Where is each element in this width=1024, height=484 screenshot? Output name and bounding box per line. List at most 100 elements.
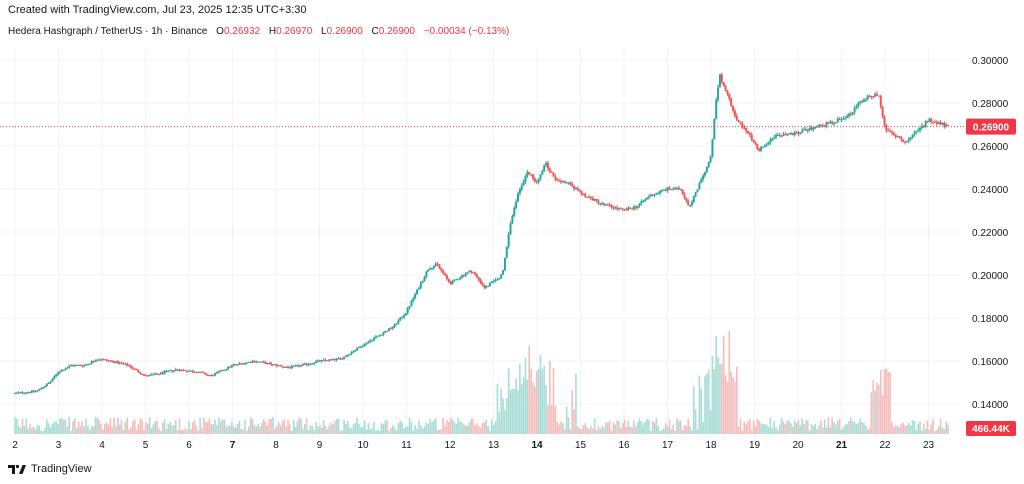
candle-body (167, 370, 170, 372)
volume-bar (586, 427, 588, 434)
volume-bar (81, 421, 84, 434)
candle-body (911, 134, 914, 138)
volume-bar (459, 421, 461, 434)
candle-body (692, 196, 695, 202)
candle-body (646, 197, 649, 200)
volume-bar (526, 379, 529, 434)
volume-bar (818, 425, 820, 434)
volume-bar (835, 424, 837, 434)
volume-bar (863, 422, 865, 434)
volume-bar (891, 422, 893, 434)
volume-bar (287, 419, 289, 434)
candle-body (223, 369, 226, 371)
candle-body (492, 280, 495, 282)
volume-bar (75, 428, 78, 434)
candle-body (896, 136, 899, 138)
volume-bar (926, 420, 929, 434)
volume-bar (801, 418, 804, 434)
candle-body (535, 181, 538, 183)
candle-body (472, 272, 475, 274)
volume-bar (64, 419, 67, 434)
candle-body (625, 209, 628, 211)
volume-bar (924, 428, 927, 434)
candle-body (775, 135, 778, 138)
volume-bar (201, 427, 203, 434)
candle-body (503, 257, 506, 271)
volume-bar (672, 424, 675, 434)
candle-body (103, 359, 106, 361)
volume-bar (883, 369, 886, 434)
candle-body (898, 136, 901, 138)
candle-body (507, 233, 510, 247)
x-tick-label: 2 (12, 440, 18, 451)
volume-bar (375, 430, 377, 434)
candle-body (225, 369, 228, 371)
volume-bar (38, 425, 41, 434)
x-tick-label: 11 (401, 440, 412, 451)
volume-bar (470, 419, 473, 434)
candle-body (631, 208, 634, 210)
candle-body (81, 365, 84, 367)
volume-bar (305, 418, 308, 434)
candle-body (814, 126, 817, 128)
candle-body (290, 366, 293, 368)
candle-body (928, 118, 931, 123)
candle-body (382, 332, 385, 335)
candle-body (900, 137, 903, 140)
volume-bar (32, 426, 35, 434)
volume-bar (565, 406, 568, 434)
volume-bar (692, 386, 695, 434)
volume-bar (750, 430, 753, 434)
candle-body (457, 279, 460, 281)
volume-bar (446, 419, 448, 434)
candle-body (320, 360, 323, 362)
candle-body (221, 370, 224, 372)
y-tick-label: 0.14000 (972, 400, 1009, 411)
volume-bar (333, 420, 336, 434)
candle-body (750, 134, 753, 140)
candle-body (208, 375, 211, 377)
candle-body (479, 279, 482, 284)
volume-bar (45, 419, 48, 434)
candle-body (662, 189, 665, 191)
candle-body (128, 365, 131, 367)
volume-bar (47, 423, 50, 434)
volume-bar (644, 421, 646, 434)
volume-bar (577, 426, 579, 434)
candle-body (378, 334, 381, 336)
candle-body (292, 365, 295, 367)
volume-bar (861, 422, 863, 434)
brand-name[interactable]: TradingView (31, 463, 92, 475)
volume-bar (904, 425, 906, 434)
candle-body (215, 372, 218, 374)
volume-bar (66, 426, 69, 434)
candle-body (68, 366, 71, 368)
volume-bar (449, 417, 452, 434)
volume-bar (109, 417, 112, 434)
candle-body (879, 95, 882, 107)
candle-body (326, 360, 329, 362)
volume-bar (304, 424, 306, 434)
volume-bar (345, 423, 347, 434)
candle-body (933, 121, 936, 123)
volume-bar (666, 426, 669, 434)
candle-body (376, 335, 379, 337)
volume-bar (253, 424, 256, 434)
candle-body (144, 375, 147, 377)
candle-body (219, 370, 222, 372)
candle-body (273, 364, 276, 366)
candle-body (717, 87, 720, 100)
candle-body (550, 171, 553, 173)
candle-body (941, 122, 944, 125)
candle-body (79, 364, 82, 366)
candle-body (945, 124, 948, 127)
candle-body (27, 392, 30, 394)
candle-body (247, 361, 250, 363)
candle-body (57, 372, 60, 375)
volume-bar (717, 357, 719, 434)
candle-body (94, 360, 97, 362)
volume-bar (898, 427, 901, 434)
candle-body (199, 371, 202, 373)
candle-body (483, 285, 486, 288)
